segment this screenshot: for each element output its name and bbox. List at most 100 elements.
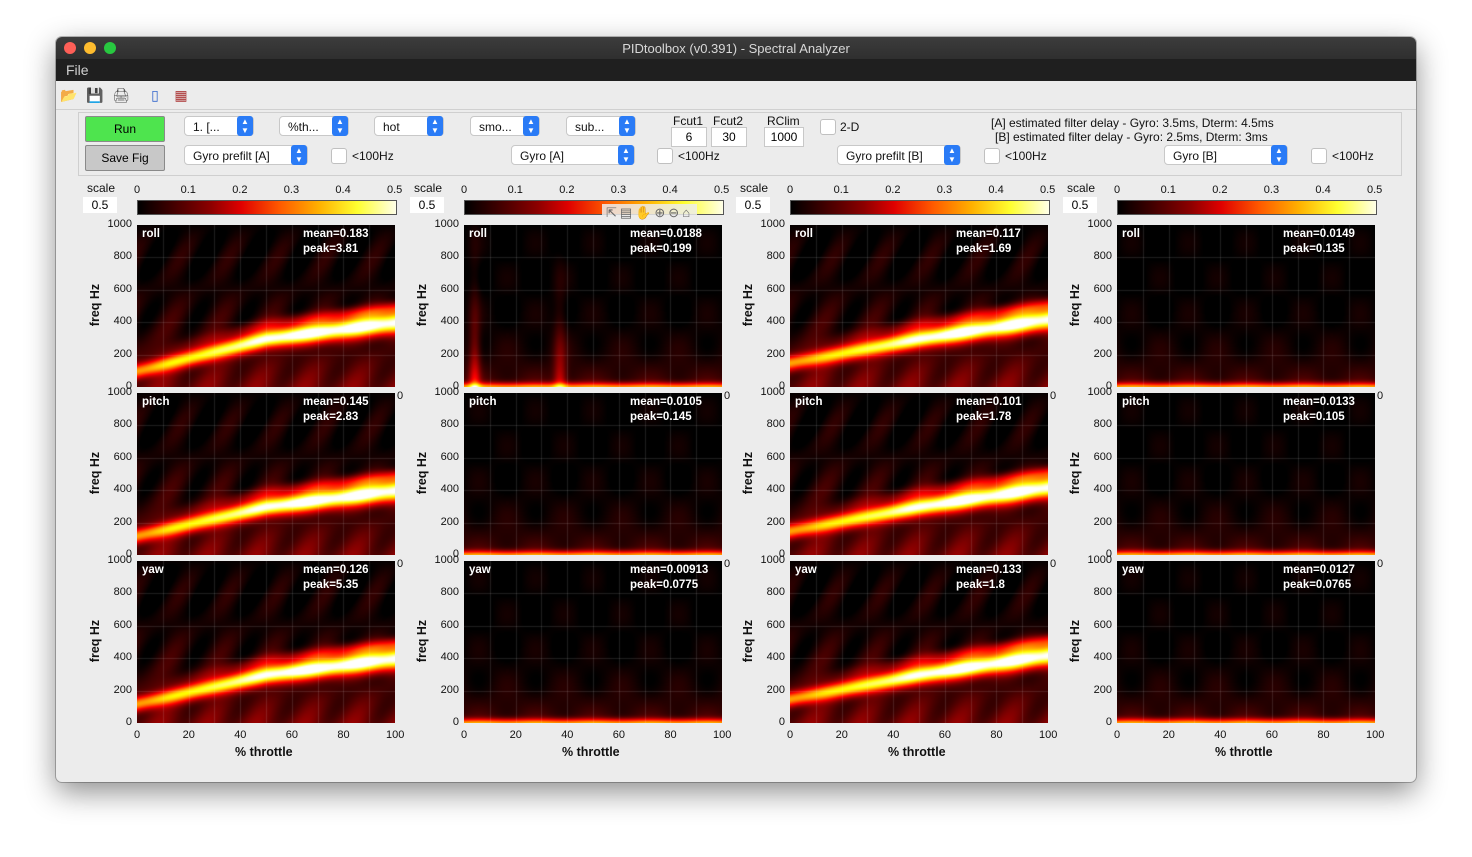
colorbar bbox=[790, 200, 1050, 215]
y-tick-label: 0 bbox=[778, 716, 785, 728]
y-axis-label: freq Hz bbox=[415, 619, 429, 663]
lt100-a2-checkbox[interactable] bbox=[657, 148, 673, 164]
y-axis-label: freq Hz bbox=[741, 451, 755, 495]
xaxis-select-dropdown[interactable]: %th... ▲ ▼ bbox=[279, 116, 349, 136]
chevron-updown-icon: ▲ ▼ bbox=[944, 145, 960, 165]
x-tick-label: 100 bbox=[386, 729, 405, 741]
fcut2-field[interactable]: 30 bbox=[711, 127, 747, 147]
export-icon[interactable]: ⇱ bbox=[606, 205, 620, 220]
x-axis-label: % throttle bbox=[888, 745, 946, 759]
x-tick-label: 80 bbox=[1317, 729, 1330, 741]
spectrogram-panel-pitch: pitch mean=0.145 peak=2.83 bbox=[137, 393, 395, 555]
fcut1-label: Fcut1 bbox=[673, 114, 704, 128]
2d-label: 2-D bbox=[840, 120, 860, 134]
y-tick-label: 1000 bbox=[1087, 386, 1112, 398]
colorbar-tick-label: 0.4 bbox=[662, 184, 678, 196]
y-tick-label: 0 bbox=[125, 548, 132, 560]
run-button[interactable]: Run bbox=[85, 116, 165, 142]
lt100-b1-checkbox[interactable] bbox=[984, 148, 1000, 164]
home-icon[interactable]: ⌂ bbox=[682, 205, 694, 220]
open-folder-icon[interactable]: 📂 bbox=[60, 87, 78, 103]
brush-icon[interactable]: ▤ bbox=[619, 205, 636, 220]
lt100-a1-checkbox[interactable] bbox=[331, 148, 347, 164]
zoom-in-icon[interactable]: ⊕ bbox=[654, 205, 669, 220]
save-disk-icon[interactable]: 💾 bbox=[86, 87, 104, 103]
save-fig-button[interactable]: Save Fig bbox=[85, 145, 165, 171]
pan-icon[interactable]: ✋ bbox=[635, 205, 655, 220]
scale-input[interactable]: 0.5 bbox=[83, 197, 117, 213]
scale-input[interactable]: 0.5 bbox=[1063, 197, 1097, 213]
x-tick-label: 20 bbox=[835, 729, 848, 741]
spectrogram-panel-pitch: pitch mean=0.0105 peak=0.145 bbox=[464, 393, 722, 555]
file-select-dropdown[interactable]: 1. [... ▲ ▼ bbox=[184, 116, 254, 136]
scale-input[interactable]: 0.5 bbox=[736, 197, 770, 213]
stray-tick-label: 0 bbox=[724, 390, 731, 402]
colorbar-tick-label: 0 bbox=[461, 184, 468, 196]
peak-value-label: peak=0.135 bbox=[1283, 243, 1345, 255]
colorbar-tick-label: 0.5 bbox=[714, 184, 730, 196]
app-window: PIDtoolbox (v0.391) - Spectral Analyzer … bbox=[56, 37, 1416, 782]
colorbar-tick-label: 0.1 bbox=[507, 184, 523, 196]
spectrogram-canvas bbox=[1117, 561, 1375, 723]
colorbar-tick-label: 0.4 bbox=[1315, 184, 1331, 196]
y-tick-label: 400 bbox=[766, 315, 785, 328]
smoothing-select-value: smo... bbox=[479, 120, 512, 134]
doc-icon[interactable]: ▯ bbox=[151, 87, 159, 103]
mean-value-label: mean=0.0188 bbox=[630, 228, 702, 240]
y-tick-label: 200 bbox=[113, 683, 132, 696]
spectrogram-panel-yaw: yaw mean=0.00913 peak=0.0775 bbox=[464, 561, 722, 723]
subsample-select-dropdown[interactable]: sub... ▲ ▼ bbox=[566, 116, 636, 136]
stray-tick-label: 0 bbox=[724, 558, 731, 570]
lt100-b1-label: <100Hz bbox=[1005, 149, 1047, 163]
y-tick-label: 800 bbox=[766, 418, 785, 431]
y-tick-label: 0 bbox=[125, 380, 132, 392]
y-tick-label: 600 bbox=[440, 618, 459, 631]
x-tick-label: 100 bbox=[1366, 729, 1385, 741]
title-bar: PIDtoolbox (v0.391) - Spectral Analyzer bbox=[56, 37, 1416, 59]
stray-tick-label: 0 bbox=[397, 390, 404, 402]
smoothing-select-dropdown[interactable]: smo... ▲ ▼ bbox=[470, 116, 540, 136]
y-tick-label: 0 bbox=[125, 716, 132, 728]
y-tick-label: 1000 bbox=[434, 554, 459, 566]
x-tick-label: 20 bbox=[1162, 729, 1175, 741]
y-tick-label: 0 bbox=[452, 548, 459, 560]
y-tick-label: 800 bbox=[766, 250, 785, 263]
axis-name-label: roll bbox=[1122, 228, 1140, 240]
print-icon[interactable]: 🖨 bbox=[112, 87, 130, 103]
y-tick-label: 0 bbox=[778, 380, 785, 392]
y-tick-label: 400 bbox=[113, 651, 132, 664]
chevron-updown-icon: ▲ ▼ bbox=[291, 145, 307, 165]
stray-tick-label: 0 bbox=[1377, 558, 1384, 570]
fcut1-field[interactable]: 6 bbox=[671, 127, 707, 147]
peak-value-label: peak=0.105 bbox=[1283, 411, 1345, 423]
source-b1-dropdown[interactable]: Gyro prefilt [B] ▲ ▼ bbox=[837, 145, 961, 165]
source-a1-dropdown[interactable]: Gyro prefilt [A] ▲ ▼ bbox=[184, 145, 308, 165]
menu-file[interactable]: File bbox=[66, 62, 89, 78]
zoom-out-icon[interactable]: ⊖ bbox=[668, 205, 683, 220]
lt100-a2-label: <100Hz bbox=[678, 149, 720, 163]
close-window-icon[interactable] bbox=[64, 42, 76, 54]
lt100-b2-checkbox[interactable] bbox=[1311, 148, 1327, 164]
scale-input[interactable]: 0.5 bbox=[410, 197, 444, 213]
zoom-window-icon[interactable] bbox=[104, 42, 116, 54]
data-cursor-icon[interactable]: ▦ bbox=[174, 87, 188, 103]
scale-label: scale bbox=[740, 181, 769, 195]
x-tick-label: 0 bbox=[787, 729, 794, 741]
y-tick-label: 400 bbox=[1093, 651, 1112, 664]
y-axis-label: freq Hz bbox=[88, 283, 102, 327]
axis-name-label: pitch bbox=[142, 396, 170, 408]
spectrogram-panel-pitch: pitch mean=0.101 peak=1.78 bbox=[790, 393, 1048, 555]
minimize-window-icon[interactable] bbox=[84, 42, 96, 54]
2d-checkbox[interactable] bbox=[820, 119, 836, 135]
source-a2-dropdown[interactable]: Gyro [A] ▲ ▼ bbox=[511, 145, 635, 165]
y-tick-label: 600 bbox=[113, 282, 132, 295]
y-tick-label: 400 bbox=[766, 651, 785, 664]
colormap-select-dropdown[interactable]: hot ▲ ▼ bbox=[374, 116, 444, 136]
y-axis-label: freq Hz bbox=[1068, 619, 1082, 663]
peak-value-label: peak=3.81 bbox=[303, 243, 359, 255]
rclim-field[interactable]: 1000 bbox=[764, 127, 804, 147]
colorbar-tick-label: 0.2 bbox=[1212, 184, 1228, 196]
x-axis-label: % throttle bbox=[235, 745, 293, 759]
source-b2-dropdown[interactable]: Gyro [B] ▲ ▼ bbox=[1164, 145, 1288, 165]
colorbar-tick-label: 0.3 bbox=[610, 184, 627, 196]
